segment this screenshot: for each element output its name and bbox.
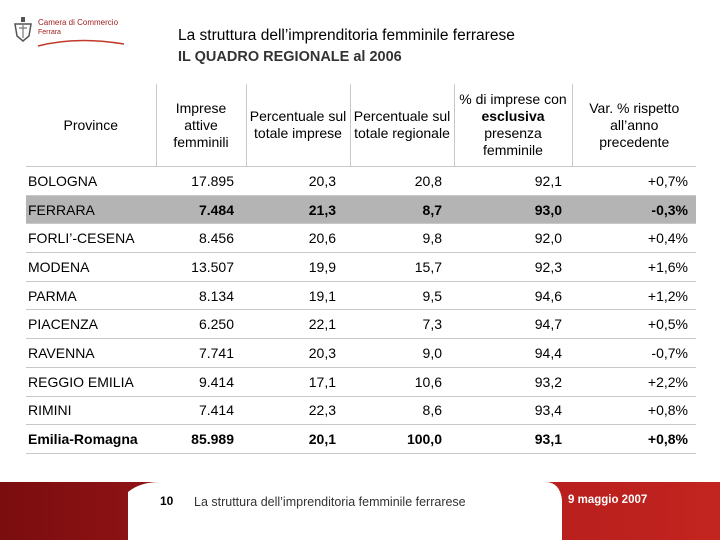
province-name: BOLOGNA: [28, 172, 98, 189]
cell-esclusiva: 94,6: [534, 287, 562, 304]
cell-var: +2,2%: [647, 373, 688, 390]
header-esclusiva-pre: % di imprese con: [459, 91, 567, 107]
cell-perc-imprese: 22,1: [308, 316, 336, 333]
cell-perc-regionale: 7,3: [422, 316, 442, 333]
table-row: PARMA 8.134 19,1 9,5 94,6 +1,2%: [26, 281, 696, 310]
cell-perc-imprese: 22,3: [308, 402, 336, 419]
province-name: MODENA: [28, 258, 90, 275]
cell-perc-regionale: 10,6: [414, 373, 442, 390]
header-perc-imprese: Percentuale sul totale imprese: [245, 84, 350, 167]
cell-perc-regionale: 20,8: [414, 172, 442, 189]
cell-perc-regionale: 100,0: [406, 431, 442, 448]
table-row: RAVENNA 7.741 20,3 9,0 94,4 -0,7%: [26, 339, 696, 368]
logo-name: Camera di Commercio: [38, 18, 119, 27]
cell-imprese: 7.741: [198, 344, 234, 361]
cell-perc-regionale: 9,0: [422, 344, 442, 361]
cell-imprese: 17.895: [191, 172, 234, 189]
page-number: 10: [160, 494, 174, 508]
cell-perc-regionale: 8,7: [350, 195, 454, 224]
cell-var: +0,8%: [647, 431, 688, 448]
cell-imprese: 6.250: [198, 316, 234, 333]
province-name: RAVENNA: [28, 344, 95, 361]
cell-var: +0,4%: [647, 230, 688, 247]
cell-var: +1,2%: [647, 287, 688, 304]
header-perc-regionale: Percentuale sul totale regionale: [349, 84, 454, 167]
table-row-total: Emilia-Romagna 85.989 20,1 100,0 93,1 +0…: [26, 425, 696, 454]
header-esclusiva-post: presenza femminile: [483, 125, 543, 158]
cell-perc-imprese: 20,1: [308, 431, 336, 448]
table-row: RIMINI 7.414 22,3 8,6 93,4 +0,8%: [26, 396, 696, 425]
table-header-row: Province Imprese attive femminili Percen…: [26, 84, 696, 167]
cell-esclusiva: 92,1: [534, 172, 562, 189]
page-title: La struttura dell’imprenditoria femminil…: [178, 27, 515, 44]
table-row: PIACENZA 6.250 22,1 7,3 94,7 +0,5%: [26, 310, 696, 339]
table-row: MODENA 13.507 19,9 15,7 92,3 +1,6%: [26, 253, 696, 282]
footer-white-panel: [128, 482, 562, 540]
table-row: BOLOGNA 17.895 20,3 20,8 92,1 +0,7%: [26, 167, 696, 196]
chamber-logo: Camera di Commercio Ferrara: [8, 14, 128, 48]
logo-city: Ferrara: [38, 29, 61, 36]
page-subtitle: IL QUADRO REGIONALE al 2006: [178, 49, 402, 65]
cell-perc-imprese: 17,1: [308, 373, 336, 390]
cell-esclusiva: 93,0: [454, 195, 572, 224]
cell-perc-imprese: 20,3: [308, 344, 336, 361]
province-name: PIACENZA: [28, 316, 99, 333]
header-esclusiva-bold: esclusiva: [481, 108, 545, 124]
province-name: REGGIO EMILIA: [28, 373, 134, 390]
logo-swoosh: [37, 39, 125, 47]
cell-perc-regionale: 9,5: [422, 287, 442, 304]
table-row: REGGIO EMILIA 9.414 17,1 10,6 93,2 +2,2%: [26, 367, 696, 396]
cell-esclusiva: 94,4: [534, 344, 562, 361]
cell-perc-regionale: 15,7: [414, 258, 442, 275]
cell-esclusiva: 93,2: [534, 373, 562, 390]
province-name: FERRARA: [26, 195, 156, 224]
cell-var: +0,8%: [647, 402, 688, 419]
header-province: Province: [63, 116, 118, 133]
cell-perc-imprese: 19,1: [308, 287, 336, 304]
cell-esclusiva: 94,7: [534, 316, 562, 333]
province-name: PARMA: [28, 287, 77, 304]
cell-var: +0,5%: [647, 316, 688, 333]
cell-perc-regionale: 8,6: [422, 402, 442, 419]
cell-perc-imprese: 20,3: [308, 172, 336, 189]
cell-perc-imprese: 20,6: [308, 230, 336, 247]
cell-esclusiva: 93,1: [534, 431, 562, 448]
province-name: FORLI’-CESENA: [28, 230, 135, 247]
cell-esclusiva: 92,0: [534, 230, 562, 247]
coat-of-arms-icon: [14, 17, 32, 42]
cell-var: +1,6%: [647, 258, 688, 275]
header-esclusiva: % di imprese con esclusiva presenza femm…: [453, 84, 572, 167]
province-name: RIMINI: [28, 402, 72, 419]
regional-table: Province Imprese attive femminili Percen…: [26, 84, 696, 454]
cell-imprese: 7.484: [156, 195, 246, 224]
cell-imprese: 7.414: [198, 402, 234, 419]
footer-date: 9 maggio 2007: [568, 494, 648, 506]
table-row: FORLI’-CESENA 8.456 20,6 9,8 92,0 +0,4%: [26, 224, 696, 253]
region-name: Emilia-Romagna: [28, 431, 138, 448]
cell-perc-imprese: 21,3: [246, 195, 350, 224]
footer-caption: La struttura dell’imprenditoria femminil…: [194, 495, 466, 509]
cell-perc-regionale: 9,8: [422, 230, 442, 247]
cell-imprese: 8.456: [198, 230, 234, 247]
header-var: Var. % rispetto all’anno precedente: [571, 84, 696, 167]
cell-var: -0,3%: [572, 195, 696, 224]
cell-var: -0,7%: [651, 344, 688, 361]
cell-var: +0,7%: [647, 172, 688, 189]
cell-perc-imprese: 19,9: [308, 258, 336, 275]
cell-esclusiva: 92,3: [534, 258, 562, 275]
cell-imprese: 85.989: [191, 431, 234, 448]
cell-imprese: 13.507: [191, 258, 234, 275]
header-imprese: Imprese attive femminili: [155, 84, 246, 167]
cell-imprese: 8.134: [198, 287, 234, 304]
table-row-highlighted: FERRARA 7.484 21,3 8,7 93,0 -0,3%: [26, 195, 696, 224]
cell-esclusiva: 93,4: [534, 402, 562, 419]
cell-imprese: 9.414: [198, 373, 234, 390]
